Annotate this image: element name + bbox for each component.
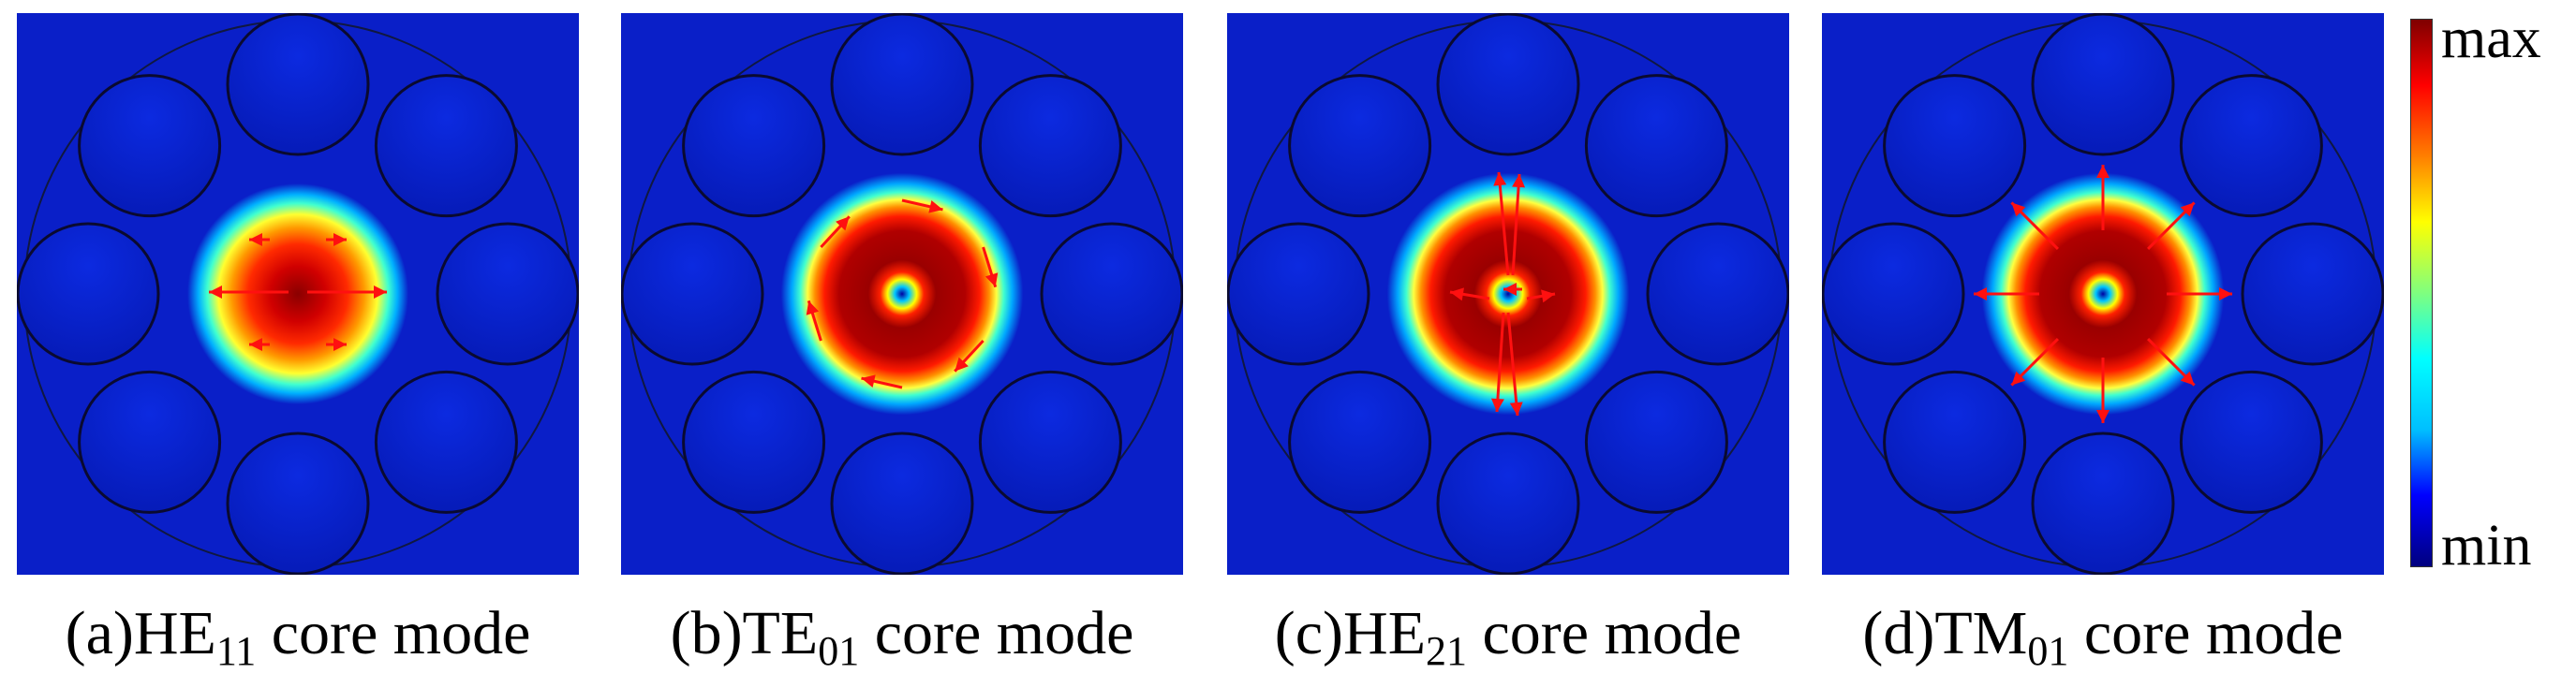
- field-arrowhead-1: [333, 233, 347, 246]
- capillary-tube: [226, 432, 370, 575]
- capillary-tube: [1584, 370, 1728, 514]
- capillary-tube: [1883, 74, 2027, 218]
- field-arrowhead-4: [249, 338, 262, 351]
- mode-intensity-ring: [780, 172, 1024, 416]
- capillary-tube: [682, 370, 826, 514]
- mode-intensity-spot: [187, 183, 408, 404]
- field-arrowhead-0: [928, 200, 943, 213]
- field-vector-arrows: [806, 198, 999, 389]
- capillary-tube: [78, 370, 222, 514]
- capillary-tube: [1883, 370, 2027, 514]
- capillary-tube: [621, 222, 764, 366]
- caption-d: (d)TM01 core mode: [1784, 592, 2421, 676]
- field-arrowhead-3: [1503, 283, 1517, 296]
- caption-a-suffix: core mode: [256, 599, 531, 667]
- he11-mode-plot: [17, 13, 579, 575]
- caption-b-prefix: (b)TE: [670, 599, 819, 667]
- capillary-tube: [1646, 222, 1789, 366]
- capillary-tube: [978, 370, 1122, 514]
- field-arrowhead-2: [2219, 287, 2232, 300]
- he21-mode-plot: [1227, 13, 1789, 575]
- field-arrowhead-3: [861, 374, 876, 388]
- mode-intensity-ring: [1386, 172, 1630, 416]
- tm01-mode-plot: [1822, 13, 2384, 575]
- field-vector-arrows: [1449, 171, 1556, 417]
- capillary-tube: [78, 74, 222, 218]
- field-arrowhead-5: [1512, 174, 1526, 188]
- capillary-tube: [2179, 370, 2323, 514]
- capillary-tube: [2031, 432, 2175, 575]
- caption-c-prefix: (c)HE: [1274, 599, 1427, 667]
- field-arrow-1: [1506, 312, 1519, 417]
- capillary-tube: [830, 432, 974, 575]
- capillary-tube: [2241, 222, 2384, 366]
- field-arrowhead-1: [2180, 202, 2195, 217]
- field-arrowhead-4: [806, 300, 820, 315]
- capillary-tube: [374, 74, 518, 218]
- field-arrowhead-4: [1541, 289, 1555, 303]
- caption-c-suffix: core mode: [1467, 599, 1742, 667]
- capillary-tube: [226, 13, 370, 156]
- caption-c-subscript: 21: [1426, 628, 1468, 674]
- caption-a-prefix: (a)HE: [65, 599, 216, 667]
- capillary-tube: [374, 370, 518, 514]
- field-arrowhead-2: [209, 285, 222, 299]
- panel-c-field-plot: [1227, 13, 1789, 575]
- field-arrowhead-3: [374, 285, 387, 299]
- colorbar-min-label: min: [2441, 514, 2532, 578]
- capillary-tube: [1584, 74, 1728, 218]
- caption-b-suffix: core mode: [859, 599, 1134, 667]
- caption-a-subscript: 11: [215, 628, 257, 674]
- capillary-tube: [1822, 222, 1965, 366]
- field-arrow-5: [1511, 173, 1521, 276]
- capillary-tube: [682, 74, 826, 218]
- panel-d-field-plot: [1822, 13, 2384, 575]
- panel-a-field-plot: [17, 13, 579, 575]
- capillary-tube: [1227, 222, 1370, 366]
- capillary-tube: [436, 222, 579, 366]
- caption-d-prefix: (d)TM: [1862, 599, 2028, 667]
- field-arrowhead-6: [1490, 398, 1504, 412]
- caption-d-suffix: core mode: [2068, 599, 2344, 667]
- caption-c: (c)HE21 core mode: [1190, 592, 1827, 676]
- capillary-tube: [830, 13, 974, 156]
- field-arrowhead-5: [836, 216, 850, 231]
- caption-b-subscript: 01: [818, 628, 860, 674]
- field-arrowhead-7: [2011, 202, 2026, 217]
- caption-a: (a)HE11 core mode: [0, 592, 616, 676]
- capillary-tube: [1436, 13, 1580, 156]
- caption-b: (b)TE01 core mode: [584, 592, 1221, 676]
- field-arrowhead-2: [1450, 287, 1464, 301]
- field-arrowhead-1: [1509, 402, 1523, 416]
- field-arrowhead-1: [985, 272, 999, 287]
- te01-mode-plot: [621, 13, 1183, 575]
- field-arrow-6: [1495, 312, 1505, 413]
- colorbar: [2410, 19, 2433, 567]
- panel-b-field-plot: [621, 13, 1183, 575]
- field-arrowhead-4: [2096, 410, 2110, 423]
- capillary-tube: [1436, 432, 1580, 575]
- field-arrow-0: [1497, 171, 1510, 276]
- capillary-tube: [1040, 222, 1183, 366]
- colorbar-max-label: max: [2441, 7, 2541, 70]
- field-arrowhead-3: [2180, 371, 2195, 386]
- field-vector-arrows: [209, 233, 387, 351]
- capillary-tube: [2179, 74, 2323, 218]
- field-vector-arrows: [1974, 165, 2232, 423]
- field-arrowhead-6: [1974, 287, 1987, 300]
- capillary-tube: [978, 74, 1122, 218]
- field-arrowhead-5: [2011, 371, 2026, 386]
- field-arrowhead-2: [955, 357, 969, 372]
- field-arrowhead-5: [333, 338, 347, 351]
- field-arrowhead-0: [2096, 165, 2110, 178]
- capillary-tube: [2031, 13, 2175, 156]
- capillary-tube: [17, 222, 160, 366]
- field-arrowhead-0: [249, 233, 262, 246]
- field-arrowhead-0: [1493, 172, 1507, 186]
- caption-d-subscript: 01: [2027, 628, 2069, 674]
- capillary-tube: [1288, 370, 1432, 514]
- capillary-tube: [1288, 74, 1432, 218]
